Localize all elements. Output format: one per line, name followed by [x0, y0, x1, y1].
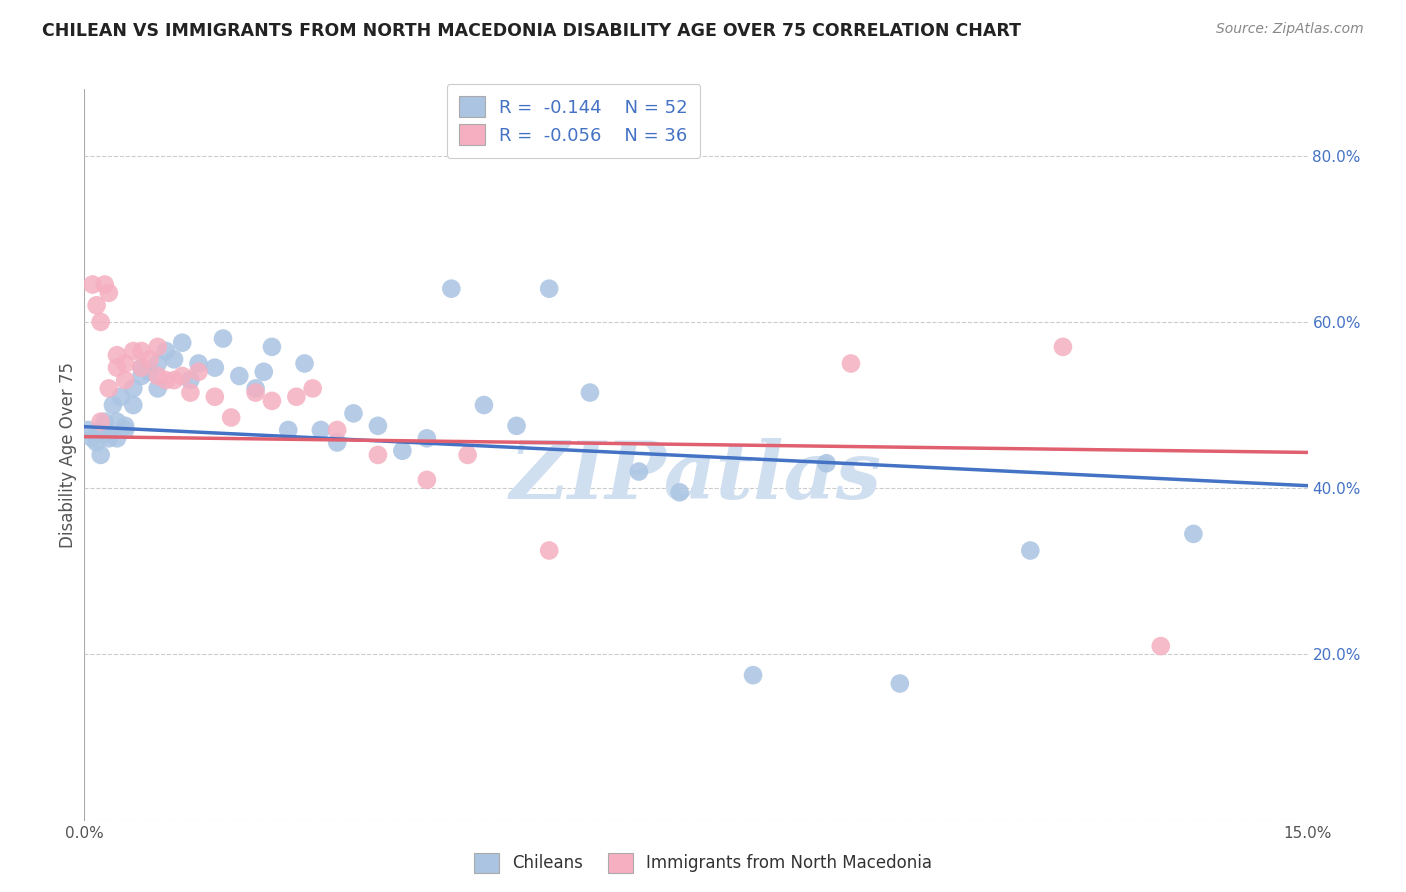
- Y-axis label: Disability Age Over 75: Disability Age Over 75: [59, 362, 77, 548]
- Point: [889, 676, 911, 690]
- Point: [122, 398, 145, 412]
- Point: [742, 668, 765, 682]
- Point: [90, 448, 112, 462]
- Point: [105, 360, 128, 375]
- Point: [505, 418, 527, 433]
- Point: [245, 385, 267, 400]
- Point: [245, 381, 267, 395]
- Point: [457, 448, 479, 462]
- Point: [204, 360, 226, 375]
- Point: [122, 344, 145, 359]
- Point: [114, 356, 136, 370]
- Point: [1150, 639, 1173, 653]
- Point: [90, 315, 112, 329]
- Point: [187, 365, 209, 379]
- Point: [815, 456, 838, 470]
- Point: [82, 277, 104, 292]
- Point: [1052, 340, 1074, 354]
- Point: [228, 368, 250, 383]
- Point: [93, 415, 115, 429]
- Point: [105, 431, 128, 445]
- Point: [77, 423, 100, 437]
- Point: [179, 373, 201, 387]
- Point: [131, 344, 153, 359]
- Point: [131, 360, 153, 375]
- Point: [86, 435, 108, 450]
- Point: [179, 385, 201, 400]
- Point: [416, 473, 439, 487]
- Point: [204, 390, 226, 404]
- Point: [839, 356, 862, 370]
- Point: [97, 427, 120, 442]
- Legend: Chileans, Immigrants from North Macedonia: Chileans, Immigrants from North Macedoni…: [467, 847, 939, 880]
- Point: [90, 423, 112, 437]
- Point: [122, 381, 145, 395]
- Point: [285, 390, 308, 404]
- Point: [253, 365, 276, 379]
- Point: [97, 431, 120, 445]
- Point: [93, 277, 115, 292]
- Point: [82, 431, 104, 445]
- Point: [155, 373, 177, 387]
- Point: [294, 356, 316, 370]
- Point: [163, 373, 186, 387]
- Point: [146, 381, 169, 395]
- Text: CHILEAN VS IMMIGRANTS FROM NORTH MACEDONIA DISABILITY AGE OVER 75 CORRELATION CH: CHILEAN VS IMMIGRANTS FROM NORTH MACEDON…: [42, 22, 1021, 40]
- Point: [131, 368, 153, 383]
- Point: [538, 282, 561, 296]
- Text: Source: ZipAtlas.com: Source: ZipAtlas.com: [1216, 22, 1364, 37]
- Point: [97, 381, 120, 395]
- Point: [367, 418, 389, 433]
- Point: [260, 340, 283, 354]
- Point: [138, 352, 160, 367]
- Point: [138, 365, 160, 379]
- Point: [538, 543, 561, 558]
- Text: ZIPatlas: ZIPatlas: [510, 438, 882, 516]
- Point: [627, 465, 650, 479]
- Point: [114, 423, 136, 437]
- Point: [212, 332, 235, 346]
- Point: [163, 352, 186, 367]
- Point: [114, 373, 136, 387]
- Point: [416, 431, 439, 445]
- Point: [146, 356, 169, 370]
- Point: [187, 356, 209, 370]
- Point: [105, 415, 128, 429]
- Point: [391, 443, 413, 458]
- Point: [668, 485, 690, 500]
- Point: [326, 423, 349, 437]
- Point: [146, 340, 169, 354]
- Point: [309, 423, 332, 437]
- Point: [90, 415, 112, 429]
- Point: [219, 410, 242, 425]
- Point: [367, 448, 389, 462]
- Point: [105, 348, 128, 362]
- Point: [155, 344, 177, 359]
- Point: [579, 385, 602, 400]
- Point: [472, 398, 495, 412]
- Point: [301, 381, 323, 395]
- Point: [114, 418, 136, 433]
- Legend: R =  -0.144    N = 52, R =  -0.056    N = 36: R = -0.144 N = 52, R = -0.056 N = 36: [447, 84, 700, 158]
- Point: [131, 360, 153, 375]
- Point: [277, 423, 299, 437]
- Point: [1182, 527, 1205, 541]
- Point: [326, 435, 349, 450]
- Point: [146, 368, 169, 383]
- Point: [260, 393, 283, 408]
- Point: [172, 335, 194, 350]
- Point: [172, 368, 194, 383]
- Point: [1019, 543, 1042, 558]
- Point: [342, 406, 364, 420]
- Point: [97, 285, 120, 300]
- Point: [440, 282, 463, 296]
- Point: [101, 398, 124, 412]
- Point: [110, 390, 132, 404]
- Point: [86, 298, 108, 312]
